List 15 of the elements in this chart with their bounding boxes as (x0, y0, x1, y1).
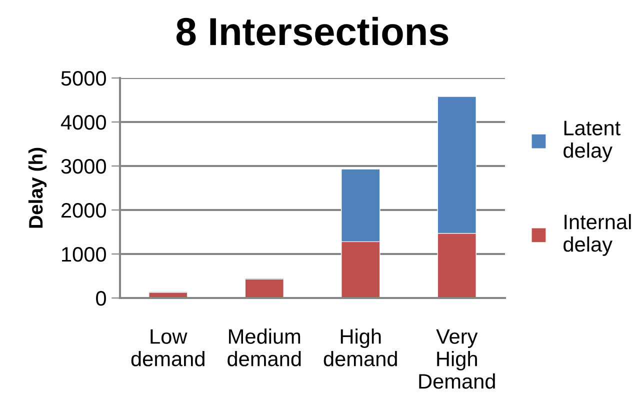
x-tick-label: Very High Demand (419, 329, 495, 389)
y-tick-label: 3000 (61, 159, 106, 174)
y-tick-label: 5000 (61, 71, 106, 86)
x-tick-label: High demand (324, 328, 397, 366)
bar (244, 278, 284, 298)
legend-label: Internal delay (564, 214, 631, 256)
y-axis-title: Delay (h) (28, 148, 47, 228)
y-tick-label: 0 (96, 291, 106, 306)
y-tick-label: 4000 (60, 115, 106, 130)
x-tick-label: Medium demand (228, 328, 301, 366)
legend-label: Latent delay (564, 120, 620, 162)
x-tick-label: Low demand (131, 329, 204, 366)
y-tick-label: 1000 (62, 247, 106, 262)
chart-title: 8 Intersections (176, 16, 448, 46)
y-tick-label: 2000 (62, 203, 106, 218)
